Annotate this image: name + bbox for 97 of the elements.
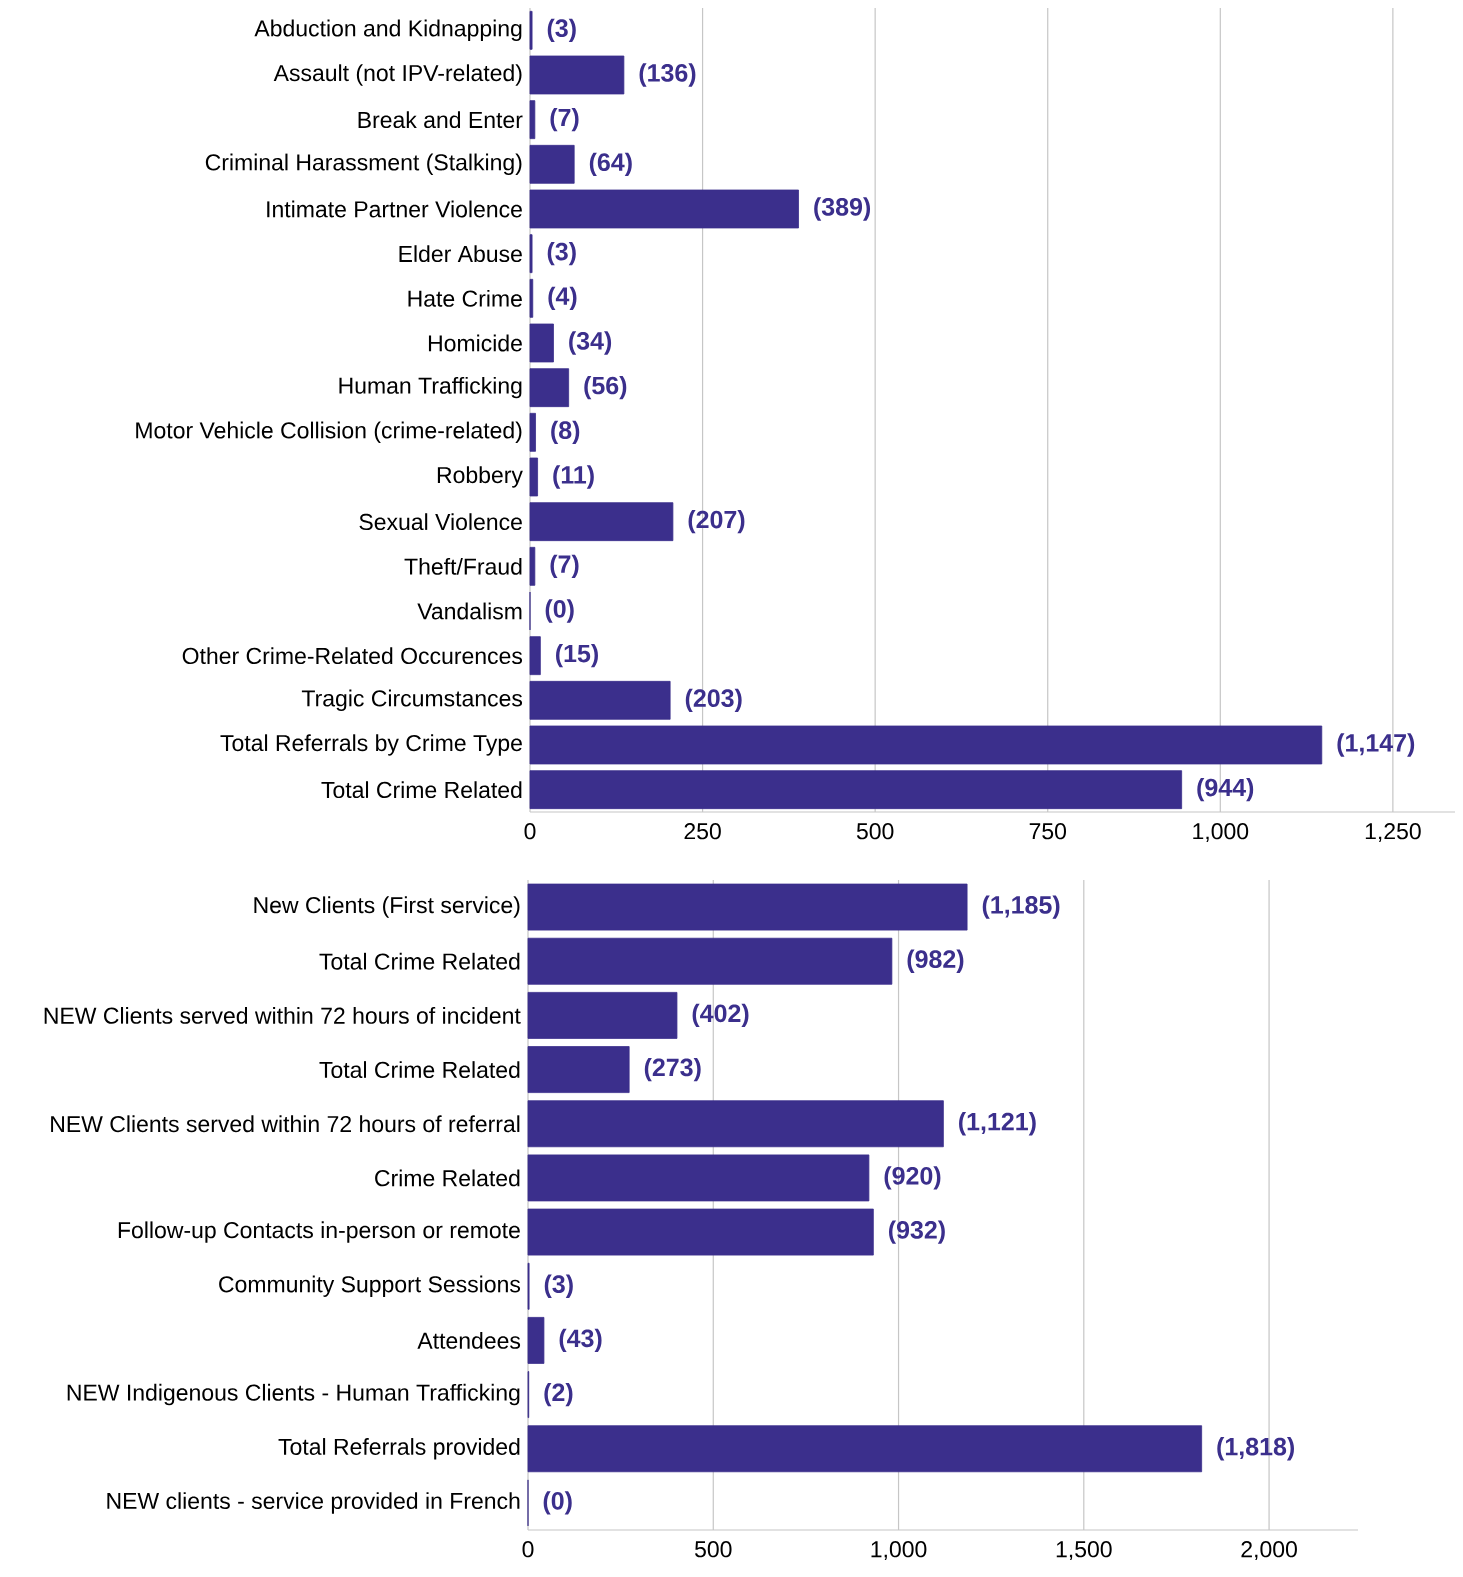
- y-tick-label: Homicide: [428, 334, 522, 352]
- x-tick-label: 1,500: [1056, 1541, 1112, 1561]
- y-tick-label: NEW clients - service provided in French: [107, 1492, 520, 1514]
- data-label: (982): [907, 949, 964, 973]
- y-tick-label: Total Crime Related: [319, 952, 520, 970]
- x-tick-label: 500: [694, 1541, 732, 1558]
- data-label: (1,121): [959, 1112, 1036, 1136]
- data-label: (2): [544, 1382, 573, 1407]
- y-tick-label: NEW Indigenous Clients - Human Trafficking: [67, 1383, 520, 1406]
- data-label: (207): [688, 509, 745, 534]
- data-label: (1,818): [1217, 1437, 1294, 1461]
- bar: [529, 189, 799, 229]
- y-tick-label: Vandalism: [417, 602, 522, 620]
- bar: [527, 883, 968, 931]
- y-tick-label: Total Referrals by Crime Type: [220, 734, 522, 756]
- data-label: (920): [884, 1166, 941, 1190]
- data-label: (402): [692, 1003, 749, 1028]
- data-label: (34): [569, 331, 612, 355]
- bar: [529, 725, 1323, 765]
- x-tick-label: 1,000: [871, 1541, 927, 1561]
- y-tick-label: Intimate Partner Violence: [267, 200, 522, 218]
- data-label: (0): [545, 599, 574, 623]
- bar: [529, 546, 536, 586]
- x-tick-label: 1,000: [1193, 823, 1249, 843]
- bar: [529, 234, 533, 274]
- y-tick-label: Total Referrals provided: [278, 1438, 520, 1460]
- y-tick-label: Crime Related: [375, 1169, 520, 1187]
- y-tick-label: Other Crime-Related Occurences: [182, 647, 523, 665]
- data-label: (273): [644, 1057, 701, 1082]
- bar: [529, 10, 533, 50]
- data-label: (389): [814, 197, 871, 221]
- y-tick-label: Criminal Harassment (Stalking): [205, 153, 522, 176]
- data-label: (15): [556, 643, 598, 668]
- x-tick-label: 0: [524, 823, 536, 840]
- y-tick-label: Hate Crime: [408, 289, 522, 307]
- bar: [527, 1100, 944, 1148]
- bar: [529, 457, 538, 497]
- y-tick-label: Motor Vehicle Collision (crime-related): [136, 421, 522, 444]
- bar: [527, 937, 893, 985]
- y-tick-label: New Clients (First service): [254, 896, 520, 918]
- bar: [529, 770, 1183, 810]
- data-label: (944): [1197, 777, 1254, 802]
- data-label: (3): [544, 1274, 573, 1298]
- x-tick-label: 2,000: [1241, 1541, 1297, 1561]
- y-tick-label: Total Crime Related: [319, 1061, 520, 1079]
- data-label: (3): [547, 18, 576, 42]
- data-label: (1,147): [1337, 733, 1415, 757]
- bar: [529, 323, 554, 363]
- bar: [527, 991, 678, 1039]
- data-label: (7): [550, 554, 579, 578]
- bar: [529, 368, 570, 408]
- x-tick-label: 750: [1029, 823, 1066, 840]
- y-tick-label: Attendees: [417, 1331, 521, 1349]
- bar: [527, 1425, 1203, 1473]
- data-label: (203): [685, 688, 742, 712]
- y-tick-label: Abduction and Kidnapping: [254, 19, 522, 42]
- y-tick-label: NEW Clients served within 72 hours of incident: [44, 1006, 521, 1024]
- bar: [529, 144, 575, 184]
- data-label: (932): [889, 1220, 945, 1244]
- data-label: (3): [547, 241, 576, 266]
- data-label: (64): [589, 152, 632, 176]
- x-tick-label: 250: [684, 823, 721, 840]
- bar: [527, 1046, 630, 1093]
- y-tick-label: Community Support Sessions: [219, 1275, 521, 1297]
- y-tick-label: Tragic Circumstances: [301, 689, 523, 712]
- bar: [529, 502, 674, 542]
- bar: [529, 680, 671, 720]
- data-label: (136): [639, 63, 696, 87]
- bar: [529, 636, 541, 676]
- y-tick-label: Theft/Fraud: [404, 557, 522, 575]
- bar: [529, 412, 536, 452]
- data-label: (7): [550, 107, 579, 132]
- y-tick-label: Total Crime Related: [321, 781, 522, 799]
- data-label: (8): [551, 420, 580, 444]
- data-label: (1,185): [982, 895, 1060, 919]
- bar: [527, 1154, 870, 1202]
- bar: [529, 278, 534, 318]
- data-label: (11): [553, 465, 594, 489]
- bar: [527, 1316, 545, 1364]
- data-label: (43): [559, 1328, 602, 1353]
- y-tick-label: NEW Clients served within 72 hours of referral: [51, 1115, 520, 1133]
- data-label: (56): [584, 375, 627, 400]
- data-label: (4): [548, 286, 577, 310]
- bar: [529, 55, 625, 95]
- bar: [527, 1208, 874, 1256]
- y-tick-label: Assault (not IPV-related): [273, 64, 522, 86]
- y-tick-label: Robbery: [437, 466, 523, 488]
- y-tick-label: Break and Enter: [358, 111, 523, 129]
- bar: [529, 100, 536, 140]
- y-tick-label: Sexual Violence: [359, 513, 522, 531]
- y-tick-label: Elder Abuse: [399, 245, 522, 263]
- y-tick-label: Follow-up Contacts in-person or remote: [118, 1221, 520, 1243]
- x-tick-label: 1,250: [1365, 823, 1421, 843]
- x-tick-label: 0: [522, 1541, 534, 1558]
- y-tick-label: Human Trafficking: [339, 376, 522, 399]
- data-label: (0): [543, 1491, 572, 1515]
- x-tick-label: 500: [856, 823, 894, 840]
